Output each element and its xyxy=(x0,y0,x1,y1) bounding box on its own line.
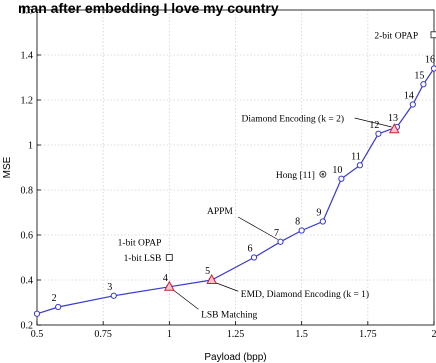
annotation-hong: Hong [11] xyxy=(276,171,315,181)
special-markers xyxy=(164,31,436,291)
point-label: 14 xyxy=(404,91,414,102)
y-tick-label: 0.6 xyxy=(21,231,34,242)
data-point xyxy=(430,65,436,72)
x-tick-label: 1.5 xyxy=(295,329,308,340)
data-point xyxy=(110,292,117,299)
annotation-leader-line xyxy=(171,288,199,310)
x-tick-label: 1.75 xyxy=(359,329,377,340)
y-tick-label: 0.2 xyxy=(21,321,34,332)
point-label: 12 xyxy=(369,120,379,131)
y-tick-label: 1.2 xyxy=(21,96,34,107)
data-point xyxy=(33,310,41,317)
data-point xyxy=(319,218,326,225)
point-label: 7 xyxy=(274,228,279,239)
x-axis: 0.5 0.75 1 1.25 1.5 1.75 2 xyxy=(31,321,436,340)
point-label: 2 xyxy=(52,293,57,304)
annotation-leader-line xyxy=(354,117,392,128)
x-tick-label: 0.75 xyxy=(94,329,112,340)
point-label: 9 xyxy=(316,208,321,219)
annotation-leaders xyxy=(171,117,392,310)
annotation-opap2: 2-bit OPAP xyxy=(374,31,418,41)
data-point xyxy=(420,81,427,88)
data-point xyxy=(338,175,345,182)
annotation-emd: EMD, Diamond Encoding (k = 1) xyxy=(241,289,369,300)
x-tick-label: 1.25 xyxy=(227,329,245,340)
x-axis-label: Payload (bpp) xyxy=(204,352,266,363)
point-label: 11 xyxy=(351,151,361,162)
data-point xyxy=(277,238,284,245)
point-label: 3 xyxy=(107,282,112,293)
x-tick-label: 1 xyxy=(167,329,172,340)
annotation-leader-line xyxy=(214,281,239,292)
annotation-lsb1: 1-bit LSB xyxy=(124,254,162,264)
triangle-marker xyxy=(206,273,218,284)
y-tick-label: 0.4 xyxy=(21,276,34,287)
annotation-opap1: 1-bit OPAP xyxy=(118,238,162,248)
data-point xyxy=(356,162,363,169)
data-point xyxy=(298,227,305,234)
annotation-diamond: Diamond Encoding (k = 2) xyxy=(242,114,344,125)
circle-marker-dot xyxy=(321,172,325,176)
point-label: 5 xyxy=(205,266,210,277)
point-label: 6 xyxy=(248,244,253,255)
annotation-leader-line xyxy=(237,216,279,240)
point-label: 16 xyxy=(425,55,435,66)
y-axis: 0.2 0.4 0.6 0.8 1 1.2 1.4 1.6 xyxy=(21,6,41,332)
point-label: 4 xyxy=(163,273,168,284)
point-label: 13 xyxy=(388,113,398,124)
data-point xyxy=(375,130,382,137)
point-label: 8 xyxy=(295,217,300,228)
square-marker xyxy=(165,254,173,261)
annotation-appm: APPM xyxy=(207,207,233,217)
y-tick-label: 1 xyxy=(28,141,33,152)
x-tick-label: 0.5 xyxy=(31,329,44,340)
data-point xyxy=(409,101,416,108)
y-tick-label: 1.4 xyxy=(21,51,34,62)
y-tick-label: 0.8 xyxy=(21,186,34,197)
data-point xyxy=(55,303,62,311)
x-tick-label: 2 xyxy=(432,329,436,340)
data-point xyxy=(250,254,258,261)
triangle-marker xyxy=(388,123,400,134)
annotation-lsbm: LSB Matching xyxy=(201,310,257,320)
annotations: 2-bit OPAP Diamond Encoding (k = 2) Hong [… xyxy=(118,31,418,320)
series-line xyxy=(36,68,435,315)
y-axis-label: MSE xyxy=(2,156,13,178)
y-tick-label: 1.6 xyxy=(21,6,34,17)
point-label: 15 xyxy=(414,70,424,81)
chart-title: man after embedding I love my country xyxy=(18,0,279,16)
square-marker xyxy=(430,31,436,39)
point-label: 10 xyxy=(332,165,342,176)
triangle-marker xyxy=(164,280,175,291)
